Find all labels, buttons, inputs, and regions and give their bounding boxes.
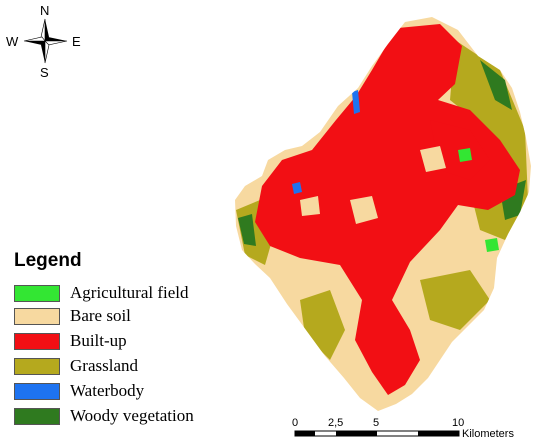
scale-tick-label: 5: [373, 417, 380, 429]
legend-swatch: [14, 357, 60, 375]
legend-label: Grassland: [70, 356, 138, 375]
scale-tick-label: 0: [292, 417, 299, 429]
scale-tick-label: 2,5: [328, 417, 344, 429]
scale-bar: [294, 430, 460, 437]
legend-item-built-up: Built-up: [14, 331, 127, 351]
legend-swatch: [14, 407, 60, 425]
legend-swatch: [14, 382, 60, 400]
compass-south-label: S: [40, 65, 49, 80]
legend-item-woody-vegetation: Woody vegetation: [14, 406, 194, 426]
legend-label: Agricultural field: [70, 283, 189, 302]
legend-swatch: [14, 307, 60, 325]
compass-west-label: W: [6, 34, 19, 49]
legend-item-agricultural-field: Agricultural field: [14, 283, 189, 303]
map-region: [235, 17, 531, 411]
legend-label: Woody vegetation: [70, 406, 194, 425]
scale-unit-label: Kilometers: [462, 428, 514, 440]
compass-east-label: E: [72, 34, 81, 49]
legend-label: Waterbody: [70, 381, 145, 400]
compass-north-label: N: [40, 3, 50, 18]
legend-item-waterbody: Waterbody: [14, 381, 144, 401]
legend-item-bare-soil: Bare soil: [14, 306, 131, 326]
legend-title: Legend: [14, 250, 82, 271]
legend-label: Built-up: [70, 331, 127, 350]
legend-label: Bare soil: [70, 306, 131, 325]
compass-rose-icon: [23, 18, 68, 64]
legend-item-grassland: Grassland: [14, 356, 138, 376]
legend-swatch: [14, 332, 60, 350]
legend-swatch: [14, 284, 60, 302]
scale-tick-label: 10: [452, 417, 465, 429]
